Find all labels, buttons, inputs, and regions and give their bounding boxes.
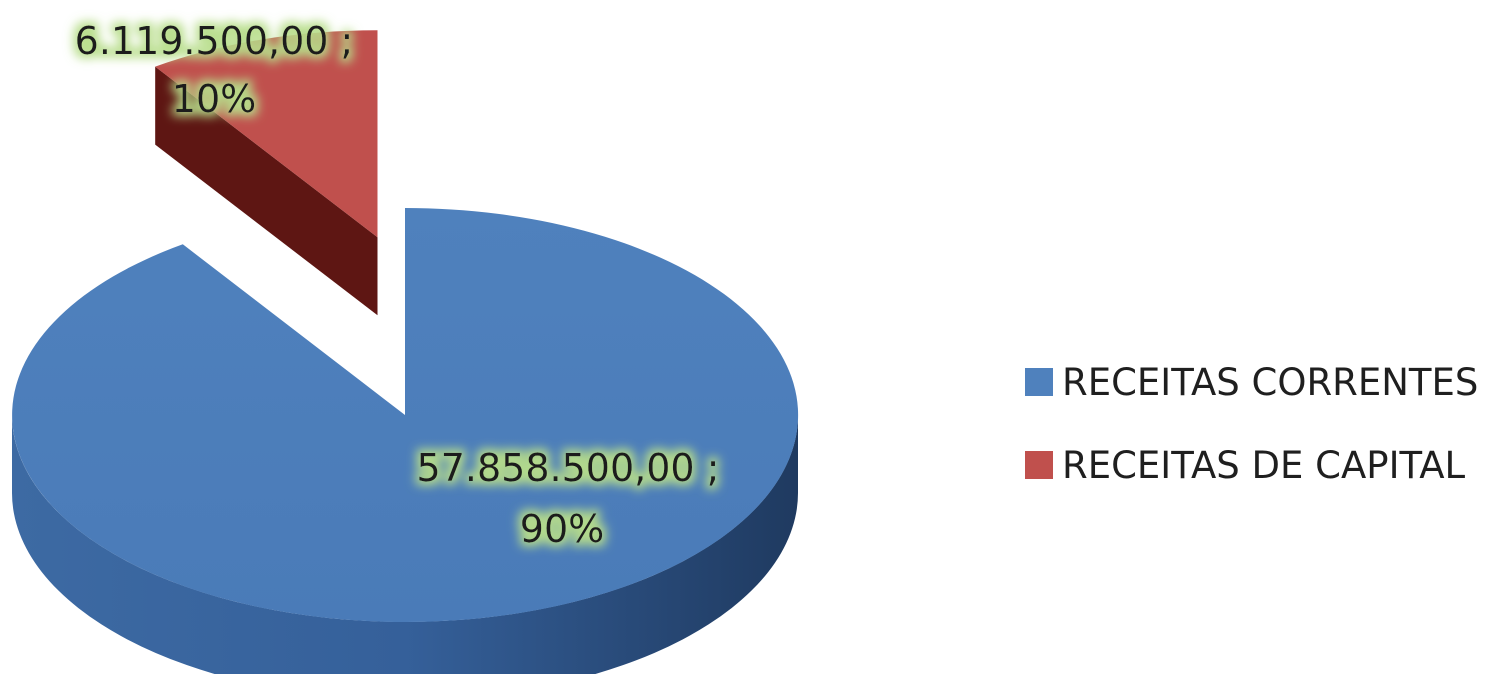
legend-item-receitas-correntes: RECEITAS CORRENTES: [1025, 361, 1478, 404]
data-label-percent-correntes: 90%: [520, 507, 604, 551]
legend-label-receitas-de-capital: RECEITAS DE CAPITAL: [1062, 444, 1466, 487]
slice-receitas-de-capital: [155, 30, 378, 238]
data-label-value-correntes: 57.858.500,00 ;: [417, 446, 720, 490]
slice-side-receitas-de-capital: [155, 66, 378, 316]
pie-slices: [12, 30, 799, 674]
legend-label-receitas-correntes: RECEITAS CORRENTES: [1062, 361, 1478, 404]
slice-receitas-correntes: [12, 207, 799, 623]
legend: RECEITAS CORRENTES RECEITAS DE CAPITAL: [1025, 361, 1478, 487]
slice-side-receitas-correntes: [12, 415, 798, 674]
legend-item-receitas-de-capital: RECEITAS DE CAPITAL: [1025, 444, 1466, 487]
legend-swatch-receitas-correntes: [1025, 368, 1053, 396]
data-label-percent-capital: 10%: [172, 77, 256, 121]
legend-swatch-receitas-de-capital: [1025, 451, 1053, 479]
data-label-receitas-correntes: 57.858.500,00 ; 90%: [417, 446, 720, 551]
data-label-receitas-de-capital: 6.119.500,00 ; 10%: [75, 19, 354, 121]
data-label-value-capital: 6.119.500,00 ;: [75, 19, 354, 63]
